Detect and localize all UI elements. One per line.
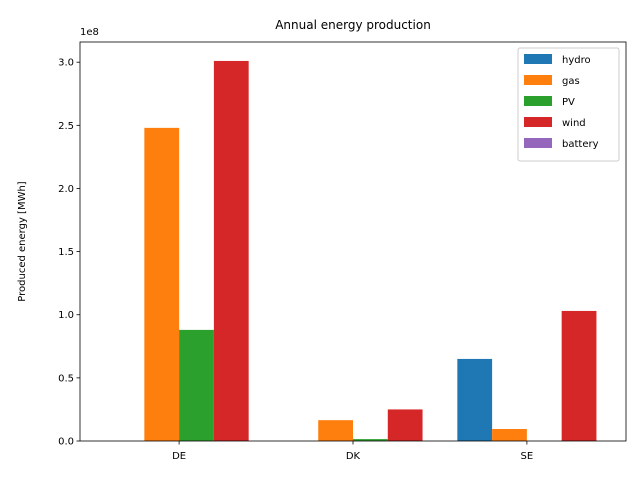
bar-wind-DE [213,60,249,441]
bars-group [144,60,597,442]
bar-hydro-SE [457,358,493,441]
y-tick-label: 1.0 [58,310,74,321]
y-tick-label: 0.5 [58,373,74,384]
legend-swatch-wind [524,117,552,127]
x-tick-label: SE [521,451,534,462]
y-tick-label: 0.0 [58,437,74,448]
legend-label-PV: PV [562,97,575,108]
legend-label-battery: battery [562,139,599,150]
legend-label-wind: wind [562,118,586,129]
x-tick-label: DK [346,451,361,462]
y-tick-label: 1.5 [58,247,74,258]
bar-wind-SE [561,310,597,441]
x-axis-ticks: DE DK SE [172,441,533,462]
legend-swatch-PV [524,96,552,106]
chart-title: Annual energy production [275,18,431,32]
bar-gas-DK [318,420,353,441]
x-tick-label: DE [172,451,186,462]
y-tick-label: 2.0 [58,184,74,195]
y-axis-offset-text: 1e8 [80,27,99,38]
y-tick-label: 3.0 [58,58,74,69]
legend-swatch-hydro [524,54,552,64]
bar-PV-DK [353,439,388,441]
legend-swatch-battery [524,138,552,148]
bar-gas-SE [492,429,527,441]
legend-label-gas: gas [562,76,580,87]
legend-label-hydro: hydro [562,55,591,66]
y-axis-label: Produced energy [MWh] [17,181,28,302]
y-axis-ticks: 0.0 0.5 1.0 1.5 2.0 2.5 3.0 [58,58,80,448]
bar-wind-DK [387,409,423,441]
legend-swatch-gas [524,75,552,85]
y-tick-label: 2.5 [58,121,74,132]
bar-PV-DE [179,329,214,441]
bar-gas-DE [144,127,180,442]
legend: hydro gas PV wind battery [517,47,620,162]
